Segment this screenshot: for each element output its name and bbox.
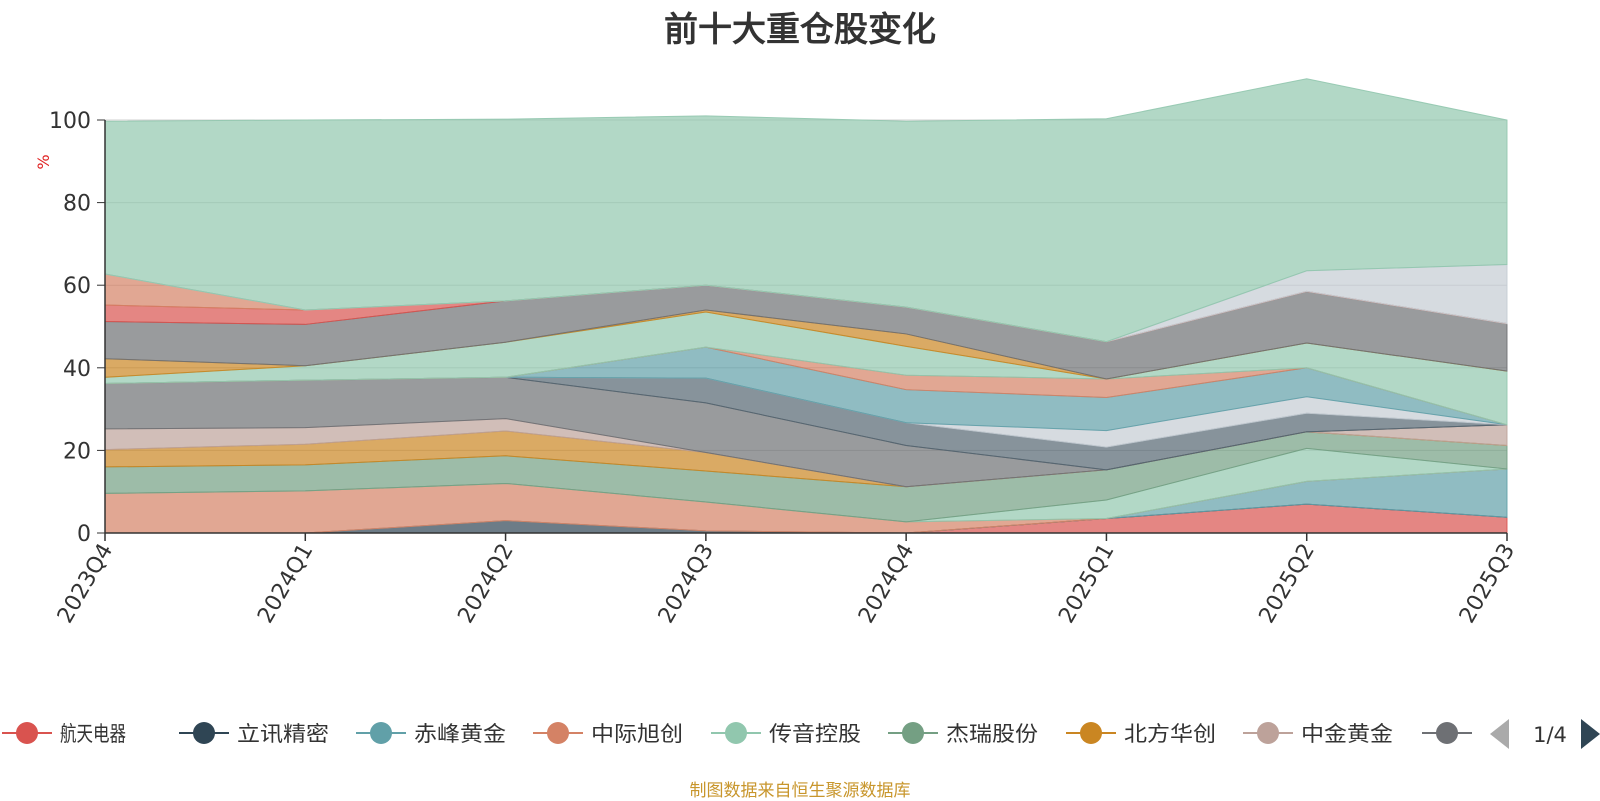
y-axis-label: % [34,154,53,169]
legend: 航天电器 立讯精密 赤峰黄金 中际旭创 传音控股 杰瑞股份 北方华创 中金黄金 洛阳钼业 1/4 [2,719,1600,749]
legend-label: 赤峰黄金 [414,722,506,746]
legend-item[interactable]: 航天电器 [2,722,126,746]
x-tick-label: 2025Q2 [1255,540,1320,628]
x-tick-label: 2024Q4 [854,540,919,628]
legend-item[interactable]: 传音控股 [711,722,861,746]
legend-label: 立讯精密 [237,722,329,746]
legend-item[interactable]: 北方华创 [1066,722,1216,746]
legend-circle-icon [902,722,924,744]
legend-item[interactable]: 赤峰黄金 [356,722,506,746]
legend-item[interactable]: 中金黄金 [1243,722,1393,746]
legend-item[interactable]: 杰瑞股份 [888,722,1038,746]
legend-prev-icon[interactable] [1490,719,1509,749]
y-tick-label: 80 [63,192,91,217]
legend-label: 中金黄金 [1301,722,1393,746]
legend-label: 洛阳钼业 [1480,722,1490,746]
legend-circle-icon [370,722,392,744]
legend-label: 北方华创 [1124,722,1216,746]
x-tick-label: 2023Q4 [53,540,118,628]
x-tick-label: 2025Q1 [1054,540,1119,628]
legend-circle-icon [1257,722,1279,744]
legend-circle-icon [1436,722,1458,744]
area-layer [104,78,1508,534]
x-tick-label: 2024Q1 [253,540,318,628]
legend-label: 传音控股 [769,722,861,746]
legend-label: 中际旭创 [591,722,683,746]
x-tick-label: 2025Q3 [1455,540,1520,628]
y-tick-label: 0 [77,522,91,547]
legend-circle-icon [16,722,38,744]
legend-item[interactable]: 中际旭创 [533,722,683,746]
legend-circle-icon [547,722,569,744]
x-tick-label: 2024Q2 [453,540,518,628]
legend-circle-icon [725,722,747,744]
legend-page-indicator: 1/4 [1533,723,1567,747]
area-series-19 [104,78,1508,343]
x-tick-label: 2024Q3 [654,540,719,628]
y-tick-label: 20 [63,439,91,464]
legend-label: 杰瑞股份 [946,722,1038,746]
source-note: 制图数据来自恒生聚源数据库 [689,781,911,801]
legend-item[interactable]: 洛阳钼业 [1422,722,1490,746]
chart-title: 前十大重仓股变化 [664,10,936,50]
legend-next-icon[interactable] [1581,719,1600,749]
legend-circle-icon [1080,722,1102,744]
y-tick-label: 60 [63,274,91,299]
legend-circle-icon [193,722,215,744]
y-tick-label: 100 [49,109,91,134]
y-tick-label: 40 [63,357,91,382]
legend-label: 航天电器 [60,722,126,746]
legend-item[interactable]: 立讯精密 [179,722,329,746]
